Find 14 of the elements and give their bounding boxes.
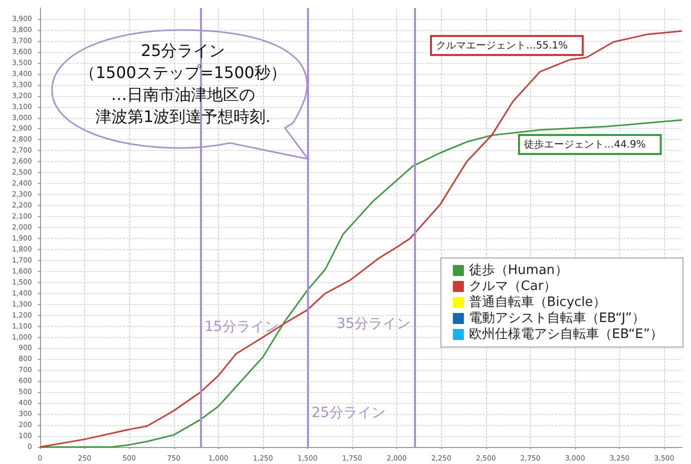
ref-line-label: 25分ライン	[312, 405, 386, 421]
legend-label: 普通自転車（Bicycle）	[468, 294, 606, 310]
legend-label: 欧州仕様電アシ自転車（EB“E”）	[468, 327, 664, 342]
annotation: クルマエージェント…55.1%	[436, 40, 568, 52]
ref-line-label: 35分ライン	[336, 316, 410, 332]
ref-line-label: 15分ライン	[204, 319, 278, 335]
legend-label: クルマ（Car）	[468, 279, 556, 294]
annotation: 25分ライン	[140, 40, 226, 62]
annotation: …日南市油津地区の	[110, 84, 256, 106]
legend-label: 徒歩（Human）	[468, 263, 568, 278]
legend-label: 電動アシスト自転車（EB“J”）	[468, 311, 645, 326]
annotation: （1500ステップ=1500秒）	[78, 62, 288, 84]
annotation: 津波第1波到達予想時刻.	[94, 106, 272, 128]
annotation: 徒歩エージェント…44.9%	[524, 138, 646, 150]
